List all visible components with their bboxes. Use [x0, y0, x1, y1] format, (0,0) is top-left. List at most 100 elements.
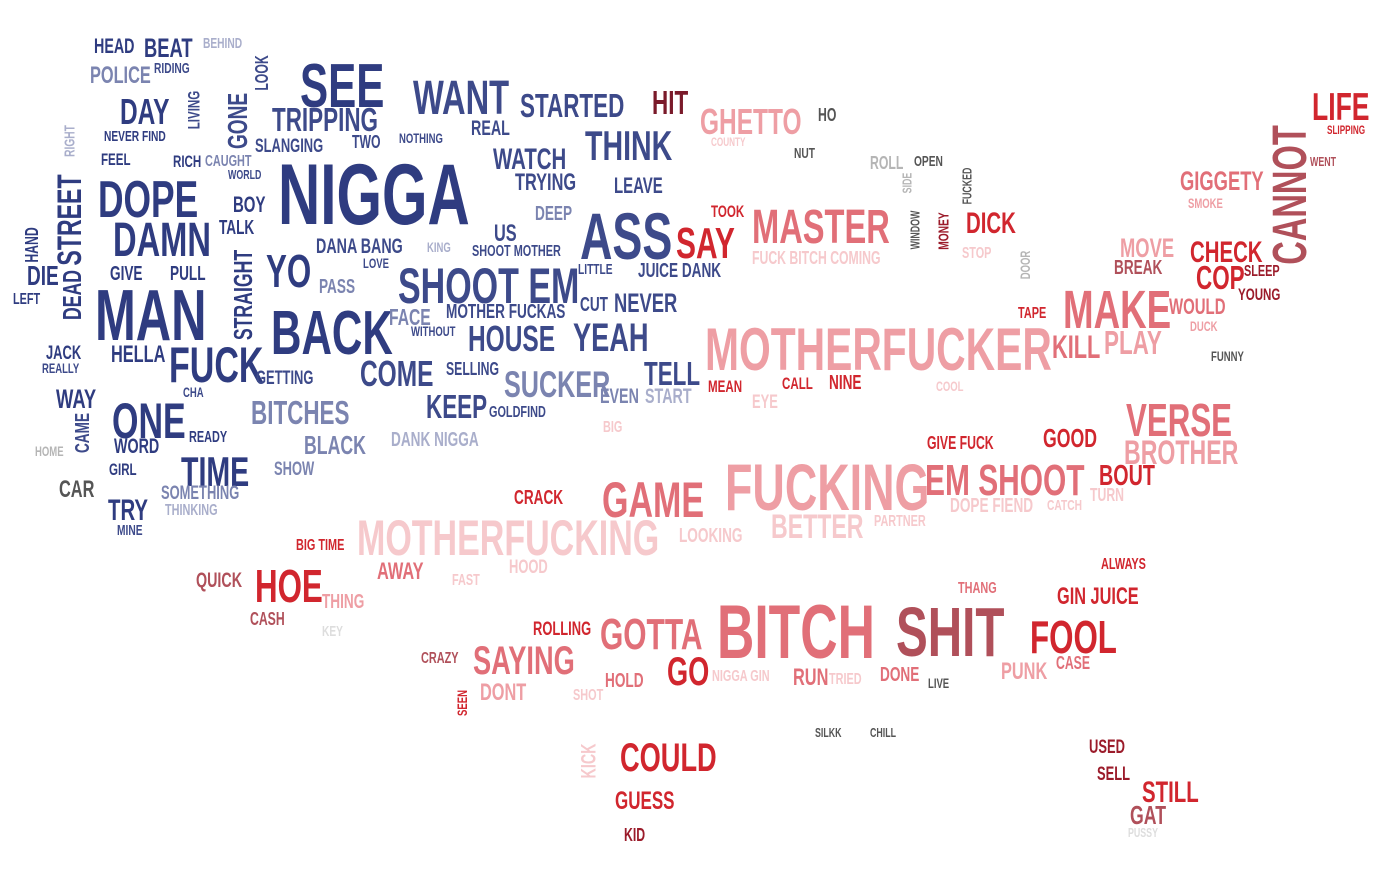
word: WANT: [413, 72, 510, 125]
word: BLACK: [304, 430, 366, 460]
word: WORLD: [228, 167, 262, 182]
word: SLIPPING: [1327, 123, 1366, 137]
word: THING: [322, 591, 365, 613]
word: FUCK BITCH COMING: [752, 248, 881, 268]
word: TWO: [352, 132, 381, 152]
word: LOVE: [363, 255, 389, 271]
word: FUCK: [169, 337, 264, 393]
word: COME: [360, 353, 434, 394]
word: GAME: [602, 472, 704, 528]
word: TALK: [219, 217, 255, 239]
word: PUSSY: [1128, 825, 1158, 840]
word: ROLL: [870, 153, 904, 173]
word: HAND: [22, 227, 42, 263]
word: DANA BANG: [316, 235, 403, 258]
word: OPEN: [914, 153, 943, 170]
word: GONE: [222, 92, 253, 150]
word: CAME: [72, 412, 94, 454]
word: GOLDFIND: [489, 404, 546, 421]
word: VERSE: [1126, 394, 1233, 446]
word: TELL: [644, 355, 701, 392]
word: RICH: [173, 152, 202, 171]
word: SIDE: [899, 172, 915, 194]
word: KID: [624, 825, 646, 845]
word: STARTED: [520, 87, 625, 124]
word: STREET: [51, 174, 89, 266]
word: SHOOT EM: [398, 258, 580, 314]
word: DIE: [27, 260, 59, 291]
word: TIME: [181, 448, 250, 495]
word: ALWAYS: [1101, 556, 1146, 573]
word: DANK NIGGA: [391, 429, 479, 451]
word: WINDOW: [907, 210, 923, 250]
word: SEEN: [454, 690, 470, 716]
word: TRIPPING: [272, 101, 378, 138]
word: GIGGETY: [1180, 166, 1264, 196]
word: SHIT: [896, 593, 1005, 671]
word: SUCKER: [504, 364, 611, 405]
word: CAUGHT: [205, 153, 252, 170]
word: DONT: [480, 679, 527, 706]
word: GIVE: [110, 263, 143, 285]
word: DEAD: [57, 269, 87, 321]
word: LEFT: [13, 291, 41, 308]
word: STILL: [1142, 776, 1199, 809]
word: NINE: [829, 372, 862, 394]
word: MEAN: [708, 377, 743, 396]
word: NOTHING: [399, 130, 443, 146]
word: FACE: [389, 304, 431, 330]
word: PLAY: [1104, 324, 1162, 361]
word: STOP: [962, 245, 992, 262]
word: CUT: [580, 294, 608, 316]
word: CASH: [250, 609, 285, 629]
word: BITCH: [717, 590, 875, 675]
word: WENT: [1310, 154, 1337, 169]
word: GO: [667, 650, 710, 694]
word: MAKE: [1063, 280, 1172, 340]
word: DAMN: [113, 214, 211, 267]
word: ASS: [580, 199, 673, 273]
word: KEEP: [426, 388, 488, 425]
word: BEHIND: [203, 35, 243, 52]
word: CASE: [1056, 653, 1091, 673]
word: NEVER FIND: [104, 128, 166, 145]
word: NIGGA: [278, 147, 470, 243]
word: WORD: [114, 435, 160, 458]
word: LOOKING: [679, 525, 743, 547]
word: STRAIGHT: [228, 249, 258, 341]
word: YOUNG: [1238, 285, 1281, 304]
word: USED: [1089, 737, 1125, 758]
word: GETTING: [256, 368, 314, 389]
word: QUICK: [196, 569, 243, 592]
word: BEAT: [144, 33, 193, 63]
word: DOOR: [1017, 250, 1033, 280]
word: READY: [189, 429, 228, 446]
word: CAR: [59, 476, 95, 503]
word: COP: [1196, 259, 1245, 296]
word: CHA: [183, 384, 204, 400]
word: FAST: [452, 572, 480, 589]
word: SHOT: [573, 687, 604, 704]
word: BOY: [233, 192, 266, 217]
word: GAT: [1130, 800, 1167, 830]
word: FUCKING: [725, 450, 930, 524]
word: HELLA: [111, 341, 166, 368]
word: EYE: [752, 392, 778, 413]
word: BITCHES: [251, 394, 350, 431]
word: YEAH: [573, 316, 649, 360]
word: MAN: [95, 276, 207, 356]
word: COULD: [620, 736, 717, 780]
word: GIRL: [109, 460, 137, 479]
word: TAPE: [1018, 305, 1047, 322]
word: GIN JUICE: [1057, 583, 1139, 610]
word: BIG: [603, 419, 623, 436]
word: RIDING: [154, 60, 190, 77]
word: MOVE: [1120, 233, 1175, 263]
word: THINKING: [165, 502, 218, 519]
word: SELLING: [446, 359, 500, 379]
word: TOOK: [711, 202, 745, 221]
word: CANNOT: [1264, 125, 1317, 265]
word: WATCH: [493, 143, 567, 176]
word: START: [645, 385, 692, 408]
word: HO: [818, 105, 837, 125]
